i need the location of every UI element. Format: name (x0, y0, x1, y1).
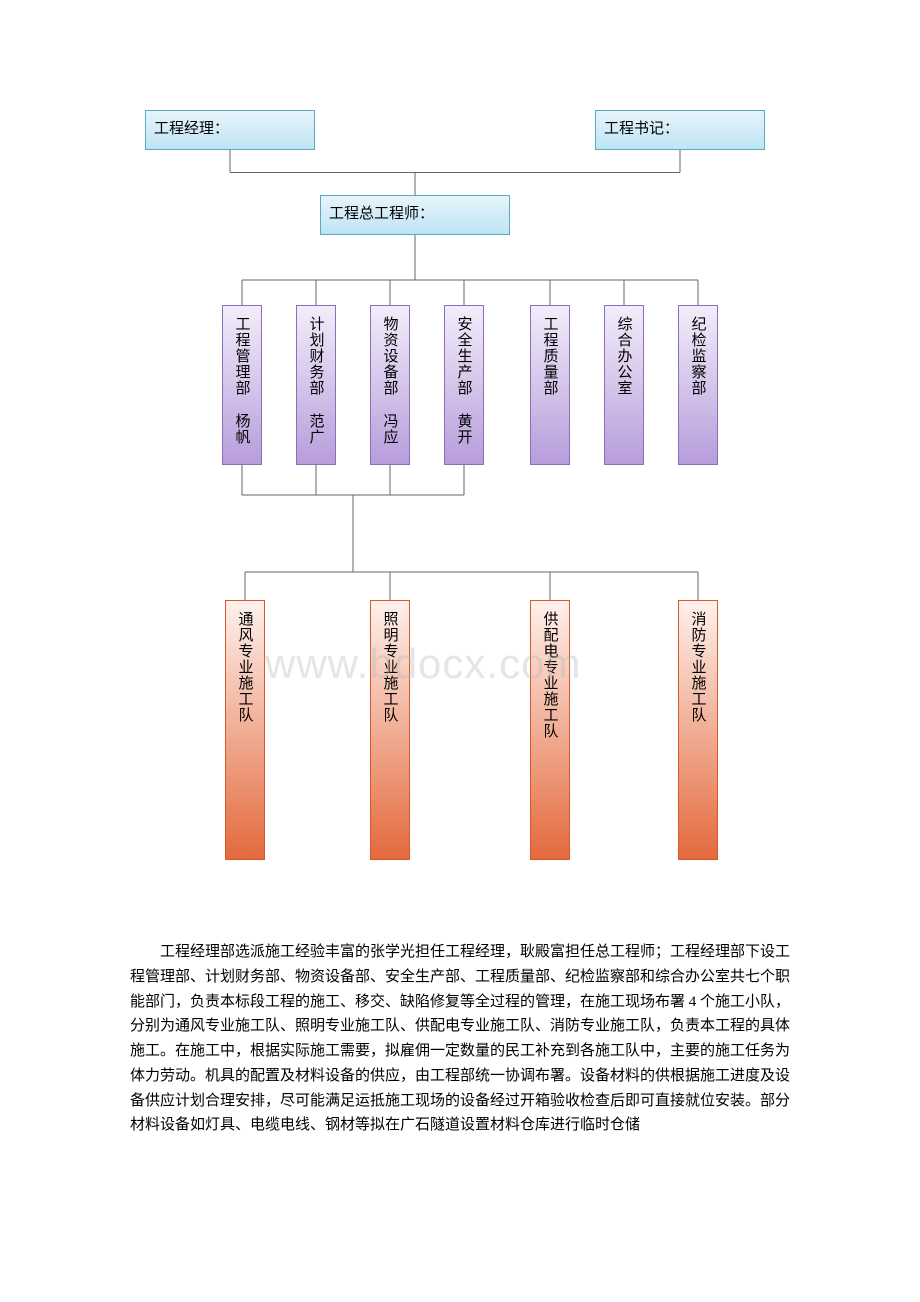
box-dept-1: 计划财务部 范广 (296, 305, 336, 465)
box-team-1: 照明专业施工队 (370, 600, 410, 860)
box-dept-2: 物资设备部 冯应 (370, 305, 410, 465)
box-team-0: 通风专业施工队 (225, 600, 265, 860)
box-dept-5: 综合办公室 (604, 305, 644, 465)
box-chief-engineer: 工程总工程师： (320, 195, 510, 235)
box-team-2: 供配电专业施工队 (530, 600, 570, 860)
box-team-3: 消防专业施工队 (678, 600, 718, 860)
box-dept-3: 安全生产部 黄开 (444, 305, 484, 465)
box-dept-0: 工程管理部 杨帆 (222, 305, 262, 465)
box-dept-4: 工程质量部 (530, 305, 570, 465)
box-dept-6: 纪检监察部 (678, 305, 718, 465)
body-paragraph: 工程经理部选派施工经验丰富的张学光担任工程经理，耿殿富担任总工程师；工程经理部下… (130, 940, 790, 1138)
paragraph-text: 工程经理部选派施工经验丰富的张学光担任工程经理，耿殿富担任总工程师；工程经理部下… (130, 940, 790, 1138)
org-chart-diagram: 工程经理： 工程书记： 工程总工程师： 工程管理部 杨帆计划财务部 范广物资设备部 冯… (0, 0, 920, 920)
box-project-manager: 工程经理： (145, 110, 315, 150)
box-project-secretary: 工程书记： (595, 110, 765, 150)
